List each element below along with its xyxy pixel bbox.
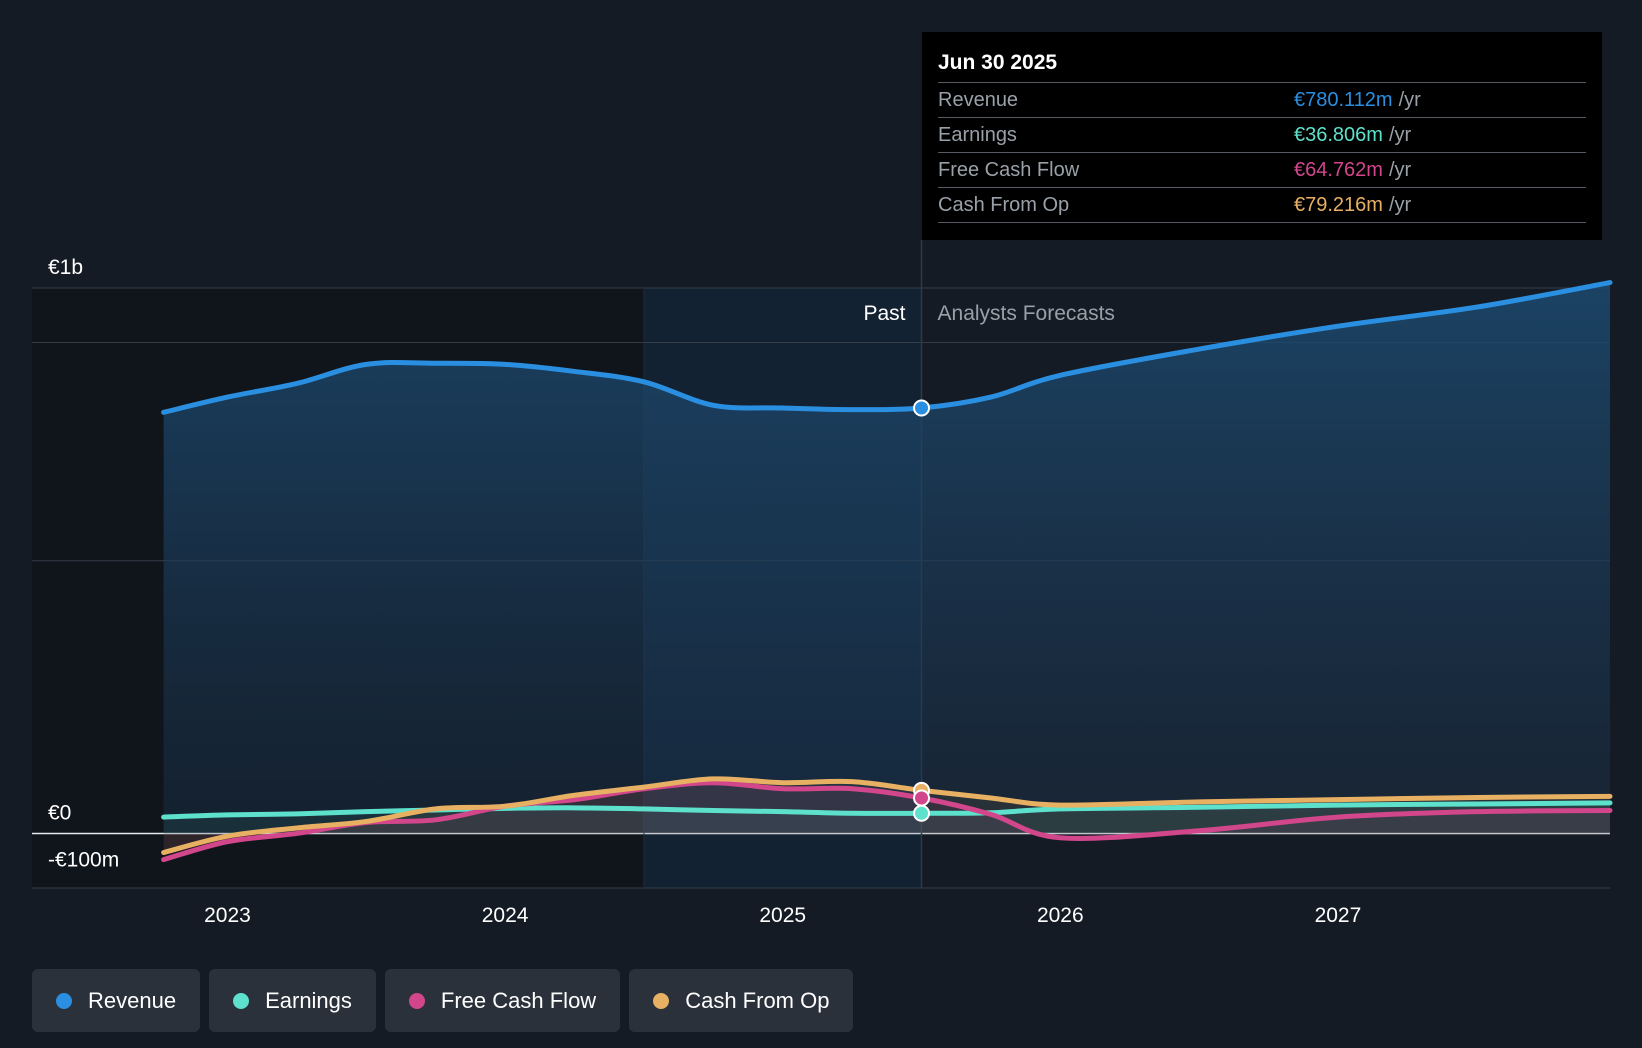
legend-label: Revenue [88,987,177,1013]
series-area-revenue [163,282,1610,834]
tooltip-label: Revenue [938,89,1019,111]
tooltip-value: €79.216m [1294,194,1383,216]
y-tick-label: €0 [48,801,71,824]
legend-dot-icon [653,992,670,1009]
tooltip-unit: /yr [1388,194,1412,216]
x-tick-label: 2023 [204,904,251,927]
tooltip: Jun 30 2025 Revenue €780.112m /yr Earnin… [922,32,1602,240]
series-line-cfo [161,776,1613,856]
tooltip-label: Free Cash Flow [938,159,1080,181]
tooltip-unit: /yr [1398,89,1421,111]
tooltip-label: Cash From Op [938,194,1070,216]
marker-fcf [913,789,931,807]
series-line-earnings [161,800,1613,820]
legend-dot-icon [233,992,250,1009]
tooltip-row-fcf: Free Cash Flow €64.762m /yr [938,152,1586,187]
legend-item-earnings[interactable]: Earnings [209,969,376,1032]
legend-label: Earnings [265,987,352,1013]
series-area-fcf [163,782,1610,860]
tooltip-value: €36.806m [1294,124,1383,146]
legend-dot-icon [56,992,72,1009]
legend-label: Free Cash Flow [440,987,597,1013]
forecast-label: Analysts Forecasts [938,302,1115,325]
x-tick-label: 2024 [482,904,529,927]
tooltip-row-cfo: Cash From Op €79.216m /yr [938,187,1586,223]
legend-label: Cash From Op [685,987,830,1013]
tooltip-value: €780.112m [1294,89,1393,111]
tooltip-row-earnings: Earnings €36.806m /yr [938,117,1586,152]
tooltip-label: Earnings [938,124,1017,146]
legend-dot-icon [408,992,425,1009]
marker-revenue [913,399,931,417]
tooltip-date: Jun 30 2025 [938,51,1058,74]
y-tick-label: -€100m [48,848,119,871]
legend-item-cfo[interactable]: Cash From Op [629,969,854,1032]
x-tick-label: 2026 [1037,904,1084,927]
marker-earnings [913,804,931,822]
tooltip-value: €64.762m [1294,159,1383,181]
legend-item-fcf[interactable]: Free Cash Flow [384,969,621,1032]
legend: Revenue Earnings Free Cash Flow Cash Fro… [32,969,854,1032]
tooltip-unit: /yr [1388,124,1412,146]
tooltip-row-revenue: Revenue €780.112m /yr [938,82,1586,117]
x-tick-label: 2025 [759,904,806,927]
tooltip-unit: /yr [1388,159,1412,181]
past-label: Past [863,302,905,325]
legend-item-revenue[interactable]: Revenue [32,969,201,1032]
series-line-revenue [161,280,1613,415]
y-tick-label: €1b [48,256,83,279]
x-tick-label: 2027 [1315,904,1362,927]
